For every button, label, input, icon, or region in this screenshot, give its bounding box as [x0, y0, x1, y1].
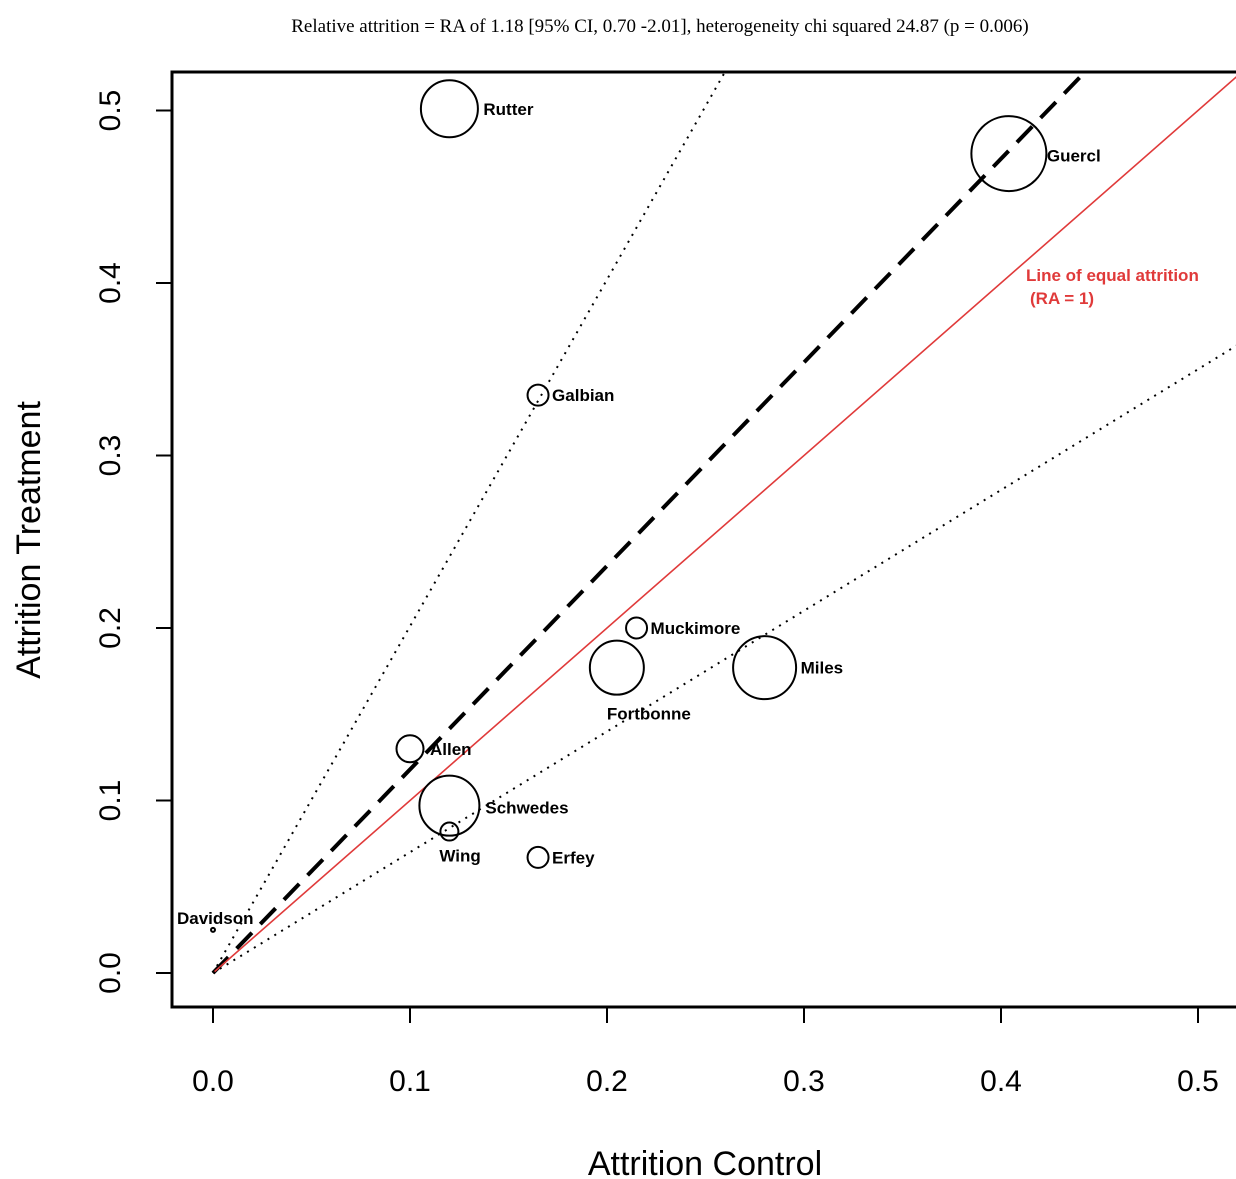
bubble-label-wing: Wing [439, 847, 480, 866]
line-pooled [211, 75, 1082, 975]
bubble-fortbonne [588, 639, 645, 696]
x-tick-label: 0.5 [1177, 1065, 1219, 1098]
bubble-label-guercl: Guercl [1047, 147, 1101, 166]
plot-frame [170, 70, 1236, 1009]
bubble-rutter [419, 79, 479, 139]
bubble-label-davidson: Davidson [177, 909, 254, 928]
reference-lines [211, 72, 1236, 975]
bubble-label-muckimore: Muckimore [651, 619, 741, 638]
line-ci-lower [212, 344, 1236, 974]
data-points [210, 79, 1048, 933]
y-axis-title: Attrition Treatment [10, 401, 48, 679]
y-tick-label: 0.2 [94, 607, 127, 649]
y-tick-label: 0.1 [94, 780, 127, 822]
bubble-erfey [526, 845, 550, 869]
bubble-label-galbian: Galbian [552, 386, 614, 405]
bubble-label-miles: Miles [801, 659, 844, 678]
bubble-label-schwedes: Schwedes [485, 799, 568, 818]
x-tick-label: 0.3 [783, 1065, 825, 1098]
bubble-label-fortbonne: Fortbonne [607, 705, 691, 724]
chart-title: Relative attrition = RA of 1.18 [95% CI,… [291, 16, 1028, 37]
line-ci-upper [212, 72, 727, 974]
bubble-label-allen: Allen [430, 740, 472, 759]
bubble-galbian [526, 383, 550, 407]
bubble-muckimore [625, 616, 649, 640]
x-tick-label: 0.4 [980, 1065, 1022, 1098]
line-line-of-equal-attrition [212, 76, 1236, 974]
y-tick-label: 0.3 [94, 435, 127, 477]
bubble-schwedes [418, 774, 481, 837]
bubble-guercl [970, 115, 1048, 193]
bubble-wing [439, 821, 460, 842]
y-axis: 0.0 0.1 0.2 0.3 0.4 0.5 [94, 90, 172, 994]
y-tick-label: 0.0 [94, 952, 127, 994]
bubble-allen [395, 734, 425, 764]
bubble-davidson [210, 926, 216, 933]
data-point-labels: Rutter Guercl Galbian Muckimore Fortbonne Mil… [177, 100, 1101, 928]
y-tick-label: 0.4 [94, 262, 127, 304]
bubble-label-erfey: Erfey [552, 848, 595, 867]
y-tick-label: 0.5 [94, 90, 127, 132]
equal-attrition-label: Line of equal attrition [1026, 266, 1199, 285]
x-tick-label: 0.2 [586, 1065, 628, 1098]
x-axis: 0.0 0.1 0.2 0.3 0.4 0.5 [192, 1007, 1219, 1098]
bubble-label-rutter: Rutter [483, 100, 533, 119]
bubble-miles [732, 635, 798, 701]
x-axis-title: Attrition Control [588, 1145, 822, 1179]
x-tick-label: 0.1 [389, 1065, 431, 1098]
equal-attrition-sublabel: (RA = 1) [1030, 289, 1094, 308]
x-tick-label: 0.0 [192, 1065, 234, 1098]
